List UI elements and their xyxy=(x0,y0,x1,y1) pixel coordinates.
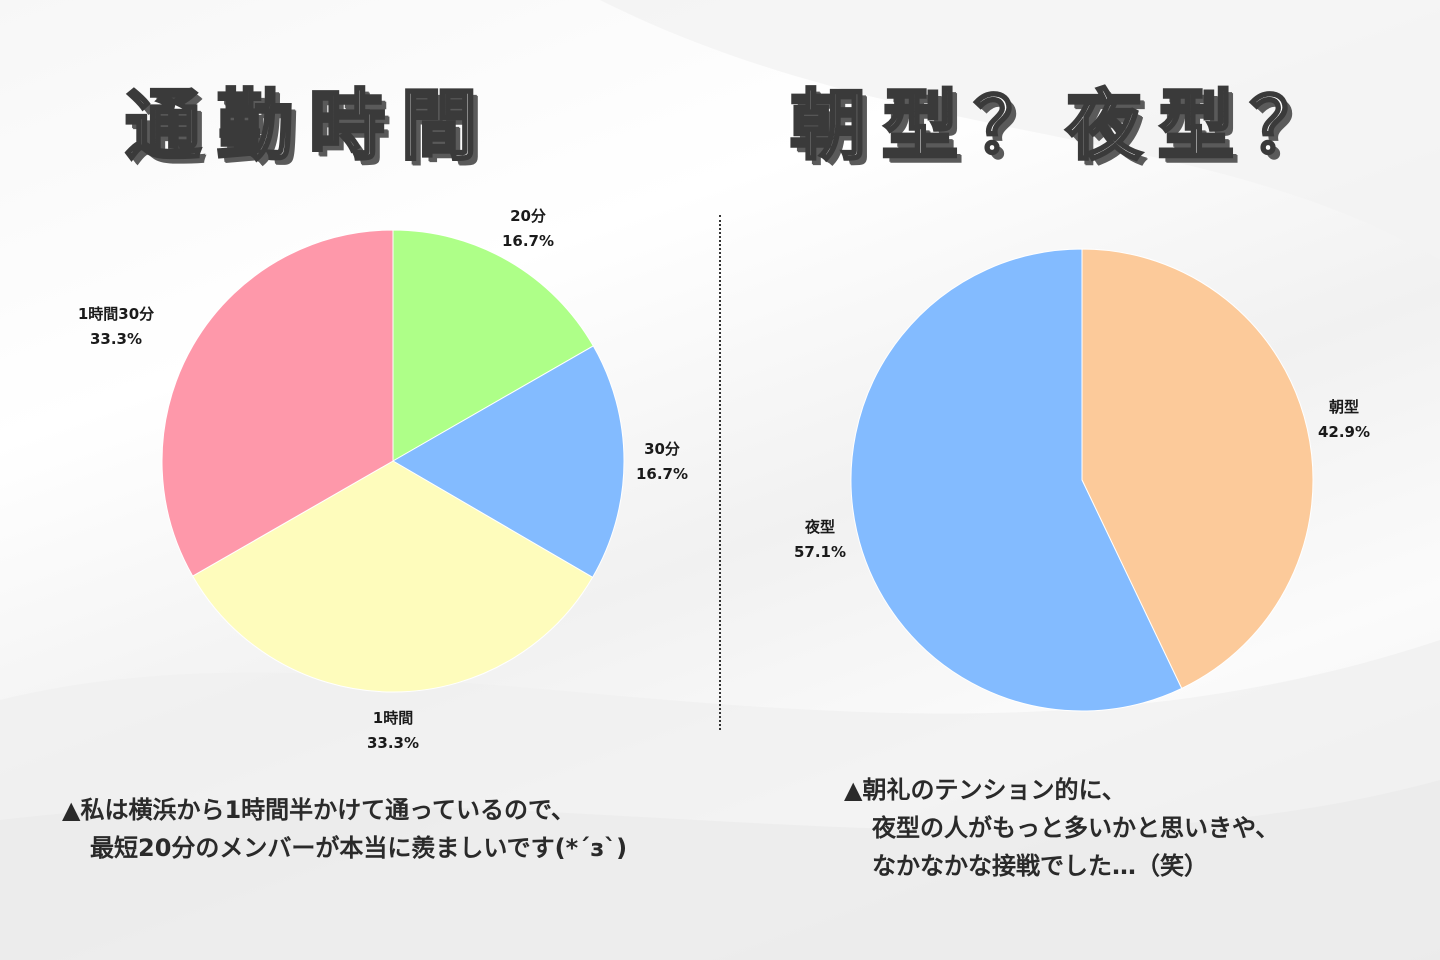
slice-percent: 57.1% xyxy=(793,543,847,561)
slice-percent: 16.7% xyxy=(501,232,555,250)
pie-slice-morning xyxy=(1081,248,1314,690)
slice-label-20min: 20分 16.7% xyxy=(458,204,598,254)
caption-line: 最短20分のメンバーが本当に羨ましいです(*´з`) xyxy=(90,834,628,862)
commute-time-title: 通勤時間 xyxy=(124,81,493,170)
pie-slice-1hour30min xyxy=(161,229,394,577)
slice-label-morning: 朝型 42.9% xyxy=(1274,395,1414,445)
caption-line: なかなかな接戦でした…（笑） xyxy=(872,852,1208,880)
slice-percent: 33.3% xyxy=(89,330,143,348)
slice-label-1hour: 1時間 33.3% xyxy=(323,706,463,756)
slice-label-30min: 30分 16.7% xyxy=(592,437,732,487)
slice-name: 1時間30分 xyxy=(77,305,155,323)
slice-name: 20分 xyxy=(510,207,546,225)
commute-caption: ▲私は横浜から1時間半かけて通っているので、 最短20分のメンバーが本当に羨まし… xyxy=(62,791,627,867)
pie-slice-night xyxy=(850,248,1183,712)
slice-percent: 42.9% xyxy=(1317,423,1371,441)
slice-label-1hour30min: 1時間30分 33.3% xyxy=(46,302,186,352)
slice-name: 夜型 xyxy=(804,518,835,536)
chronotype-caption: ▲朝礼のテンション的に、 夜型の人がもっと多いかと思いきや、 なかなかな接戦でし… xyxy=(844,771,1279,885)
slice-percent: 16.7% xyxy=(635,465,689,483)
pie-slice-30min xyxy=(392,345,625,579)
morning-night-title: 朝型？夜型？ xyxy=(789,81,1342,170)
slice-percent: 33.3% xyxy=(366,734,420,752)
caption-line: 夜型の人がもっと多いかと思いきや、 xyxy=(872,814,1280,842)
caption-line: ▲朝礼のテンション的に、 xyxy=(844,776,1126,804)
caption-line: ▲私は横浜から1時間半かけて通っているので、 xyxy=(62,796,575,824)
pie-slice-20min xyxy=(392,229,594,462)
dotted-divider xyxy=(719,215,721,730)
slice-name: 1時間 xyxy=(372,709,414,727)
slice-name: 朝型 xyxy=(1328,398,1359,416)
slice-name: 30分 xyxy=(644,440,680,458)
slice-label-night: 夜型 57.1% xyxy=(750,515,890,565)
